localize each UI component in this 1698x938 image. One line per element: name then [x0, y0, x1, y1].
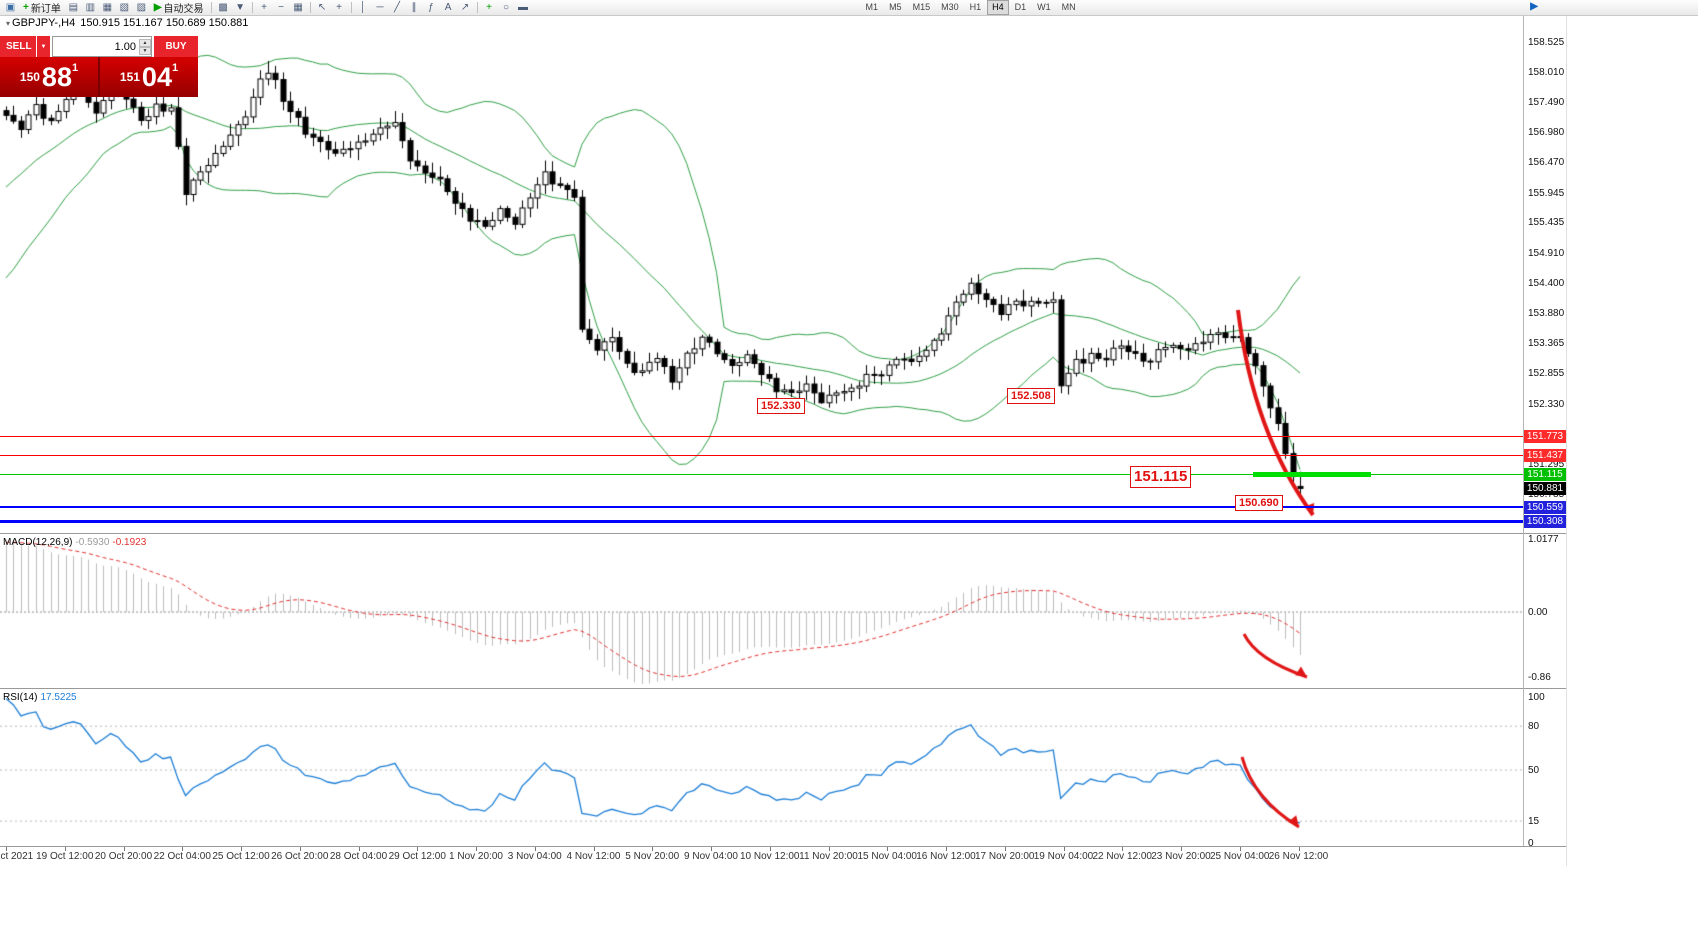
volume-up-icon[interactable]: ▲ — [139, 38, 151, 47]
cursor-icon[interactable]: ↖ — [317, 2, 327, 13]
timeframe-button-M1[interactable]: M1 — [865, 2, 879, 12]
toolbar-icons: ▣ + 新订单 ▤ ▥ ▦ ▧ ▨ ▶ 自动交易 ▩ ▼ + − ▦ ↖ + │ ─ ╱ ∥ ƒ A ↗ + ○ ▬ — [0, 0, 531, 15]
crosshair-icon[interactable]: + — [336, 2, 342, 13]
timeframe-button-W1[interactable]: W1 — [1037, 2, 1051, 12]
volume-value: 1.00 — [114, 40, 136, 53]
text-label-icon[interactable]: A — [444, 2, 452, 13]
market-watch-icon[interactable]: ▥ — [85, 2, 96, 13]
chart-window-icon[interactable]: ▤ — [68, 2, 79, 13]
navigator-icon[interactable]: ▧ — [119, 2, 130, 13]
arrow-object-icon[interactable]: ↗ — [460, 2, 470, 13]
toolbar-separator — [309, 2, 311, 13]
sell-options-icon[interactable]: ▼ — [37, 36, 50, 57]
toolbar-separator — [210, 2, 212, 13]
fibonacci-icon[interactable]: ƒ — [428, 2, 434, 13]
timeframe-button-M30[interactable]: M30 — [941, 2, 959, 12]
ask-price[interactable]: 151 04 1 — [100, 57, 198, 97]
timeframe-group: M1 M5 M15 M30 H1 H4 D1 W1 MN — [861, 0, 1081, 15]
vertical-line-icon[interactable]: │ — [359, 2, 367, 13]
autotrading-button[interactable]: ▶ 自动交易 — [151, 0, 207, 15]
bid-price[interactable]: 150 88 1 — [0, 57, 98, 97]
toolbar-separator — [476, 2, 478, 13]
timeframe-button-H1[interactable]: H1 — [969, 2, 982, 12]
volume-input[interactable]: 1.00 ▲ ▼ — [52, 36, 152, 57]
timeframe-button-M5[interactable]: M5 — [889, 2, 902, 12]
toolbar-separator — [251, 2, 253, 13]
ask-pip-fraction: 1 — [171, 62, 179, 74]
bid-big-figure: 150 — [19, 70, 40, 84]
sell-button[interactable]: SELL — [0, 36, 36, 57]
trade-controls-row: SELL ▼ 1.00 ▲ ▼ BUY — [0, 36, 198, 57]
timeframe-button-M15[interactable]: M15 — [912, 2, 931, 12]
toolbar-separator — [350, 2, 352, 13]
trendline-icon[interactable]: ╱ — [394, 2, 401, 13]
templates-icon[interactable]: ▬ — [518, 2, 529, 13]
ask-big-figure: 151 — [119, 70, 140, 84]
bid-ask-divider — [98, 57, 100, 97]
autotrading-button-label: 自动交易 — [163, 4, 204, 15]
timeframe-button-H4[interactable]: H4 — [987, 0, 1009, 15]
periods-icon[interactable]: ○ — [503, 2, 510, 13]
toolbar: ▣ + 新订单 ▤ ▥ ▦ ▧ ▨ ▶ 自动交易 ▩ ▼ + − ▦ ↖ + │ ─ ╱ ∥ ƒ A ↗ + ○ ▬ M1 M5 M15… — [0, 0, 1698, 16]
indicators-add-icon[interactable]: + — [486, 2, 492, 13]
profiles-icon[interactable]: ▼ — [235, 2, 245, 13]
zoom-in-icon[interactable]: + — [261, 2, 267, 13]
horizontal-line-icon[interactable]: ─ — [376, 2, 384, 13]
terminal-app-icon[interactable]: ▣ — [5, 2, 16, 13]
new-chart-icon[interactable]: ▩ — [218, 2, 228, 13]
zoom-out-icon[interactable]: − — [278, 2, 284, 13]
timeframe-button-MN[interactable]: MN — [1061, 2, 1076, 12]
chart-title-icon: ▾ — [6, 19, 11, 28]
chart-symbol-period: GBPJPY-,H4 — [12, 17, 76, 29]
bid-pip-fraction: 1 — [71, 62, 79, 74]
new-order-button-label: 新订单 — [30, 4, 61, 15]
volume-stepper[interactable]: ▲ ▼ — [139, 38, 151, 55]
ask-pips: 04 — [141, 62, 172, 92]
volume-down-icon[interactable]: ▼ — [139, 46, 151, 55]
bid-pips: 88 — [41, 62, 72, 92]
channel-icon[interactable]: ∥ — [411, 2, 417, 13]
autotrading-button-icon: ▶ — [153, 2, 162, 13]
buy-button[interactable]: BUY — [154, 36, 198, 57]
chart-ohlc-values: 150.915 151.167 150.689 150.881 — [80, 17, 249, 29]
timeframe-button-D1[interactable]: D1 — [1014, 2, 1027, 12]
new-order-button-icon: + — [23, 2, 29, 13]
chart-shift-icon[interactable]: ▶ — [1530, 1, 1538, 12]
data-window-icon[interactable]: ▦ — [102, 2, 113, 13]
grid-icon[interactable]: ▦ — [293, 2, 303, 13]
chart-title: ▾ GBPJPY-,H4 150.915 151.167 150.689 150.8… — [6, 17, 248, 29]
terminal-panel-icon[interactable]: ▨ — [136, 2, 147, 13]
new-order-button[interactable]: + 新订单 — [20, 0, 64, 15]
one-click-trading-panel: SELL ▼ 1.00 ▲ ▼ BUY 150 88 1 151 04 1 — [0, 36, 198, 97]
bid-ask-panel: 150 88 1 151 04 1 — [0, 57, 198, 97]
